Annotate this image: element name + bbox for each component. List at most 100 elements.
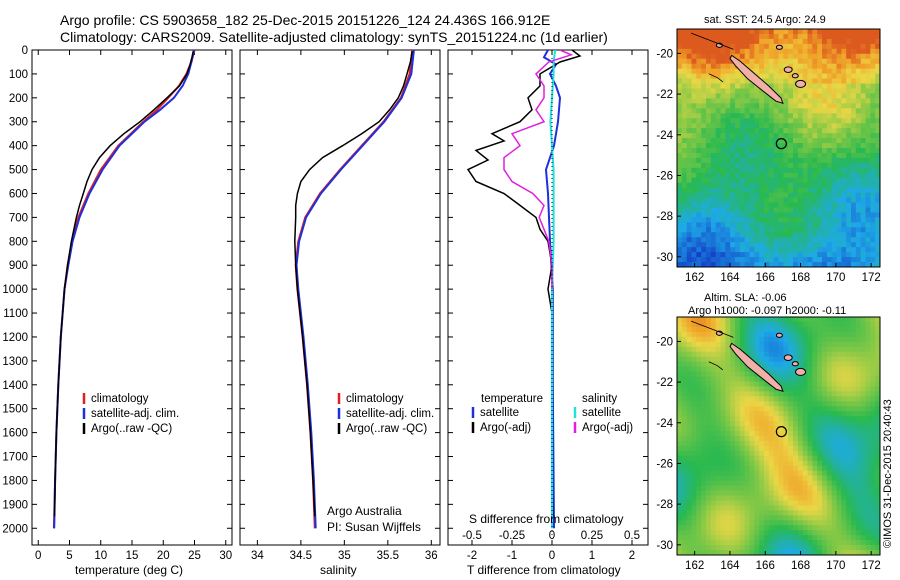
sst-map-cell [841,93,847,100]
sla-map-cell [831,321,838,328]
sla-map-cell [788,346,794,353]
sst-map-cell [764,58,770,65]
sla-map-cell [715,480,722,487]
sla-map-cell [865,515,871,521]
sla-map-cell [710,455,717,462]
sst-map-cell [807,138,813,144]
sst-map-cell [870,187,876,194]
sla-map-cell [749,505,755,511]
sst-map-cell [836,202,842,209]
sst-map-cell [773,118,780,124]
sst-map-cell [778,38,784,45]
sla-map-cell [797,500,804,507]
sla-map-cell [725,480,731,487]
sla-map-cell [773,495,780,502]
sst-map-cell [817,212,823,219]
sst-map-cell [855,222,862,228]
sla-map-cell [701,406,707,412]
sst-map-cell [846,172,852,179]
sla-map-cell [773,520,780,526]
sla-map-cell [706,470,712,477]
temperature-xtick-label: 0 [35,550,41,562]
s-difference-axis-label: S difference from climatology [469,512,624,526]
sst-map-cell [865,48,871,55]
sla-map-cell [860,396,867,402]
sst-map-cell [841,53,847,60]
sla-map-cell [860,450,867,457]
sla-map-xtick-label: 166 [756,560,775,572]
sst-map-cell [788,217,794,223]
sst-map-cell [754,43,760,50]
sla-map-cell [686,431,693,437]
sst-map-cell [686,29,693,35]
sla-map-cell [735,450,741,457]
sla-map-cell [822,495,828,502]
sst-map-cell [715,78,722,85]
sst-map-cell [715,148,722,154]
sst-map-cell [701,78,707,85]
sla-map-cell [846,317,852,323]
sst-map-cell [841,48,847,55]
sla-map-cell [875,321,880,328]
sla-map-cell [797,460,804,467]
sst-map-cell [764,227,770,233]
sst-map-cell [759,242,765,248]
sst-map-cell [788,98,794,104]
sst-map-cell [822,207,828,214]
sst-map-cell [749,182,755,189]
sla-map-cell [710,445,717,452]
sst-map-cell [677,38,683,45]
sst-map-cell [807,202,813,209]
temperature-xtick-label: 10 [94,550,107,562]
sla-map-cell [826,460,833,467]
sla-map-cell [855,371,862,378]
sst-map-cell [855,143,862,149]
sst-map-cell [807,247,813,253]
sst-map-cell [783,33,789,40]
sla-map-cell [841,396,847,402]
sla-map-cell [681,510,688,516]
sla-map-cell [797,341,804,348]
sst-map-cell [696,182,702,189]
sla-map-cell [686,391,693,397]
sst-map-cell [851,177,857,184]
sla-map-cell [773,445,780,452]
sst-map-cell [793,113,799,119]
sst-map-cell [802,167,809,174]
sla-map-cell [764,490,770,497]
sst-map-cell [807,262,813,267]
sst-map-cell [759,202,765,209]
sla-map-cell [720,421,726,427]
sla-map-cell [841,421,847,427]
sst-map-cell [797,108,804,114]
sla-map-cell [701,455,707,462]
sla-map-cell [696,421,702,427]
sla-map-cell [744,331,751,338]
sla-map-cell [749,525,755,531]
sst-map-cell [773,212,780,219]
sst-map-cell [681,232,688,238]
sla-map-cell [706,391,712,397]
salinity-legend-label: Argo(..raw -QC) [346,423,427,435]
sla-map-cell [778,535,784,541]
sst-map-cell [739,247,746,253]
sla-map-cell [706,351,712,358]
sla-map-cell [686,331,693,338]
sst-map-cell [730,29,736,35]
sst-map-cell [681,68,688,75]
sst-map-cell [701,162,707,169]
sst-map-cell [846,262,852,267]
sst-map-cell [677,103,683,109]
sla-map-cell [855,376,862,383]
sst-map-cell [817,33,823,40]
sst-map-cell [768,103,775,109]
sst-map-cell [778,148,784,154]
sla-map-cell [836,490,842,497]
sla-map-cell [696,500,702,507]
sla-map-cell [739,376,746,383]
sst-map-cell [870,212,876,219]
sst-map-cell [764,113,770,119]
sst-map-cell [691,172,697,179]
sla-map-cell [759,440,765,447]
sla-map-cell [826,445,833,452]
